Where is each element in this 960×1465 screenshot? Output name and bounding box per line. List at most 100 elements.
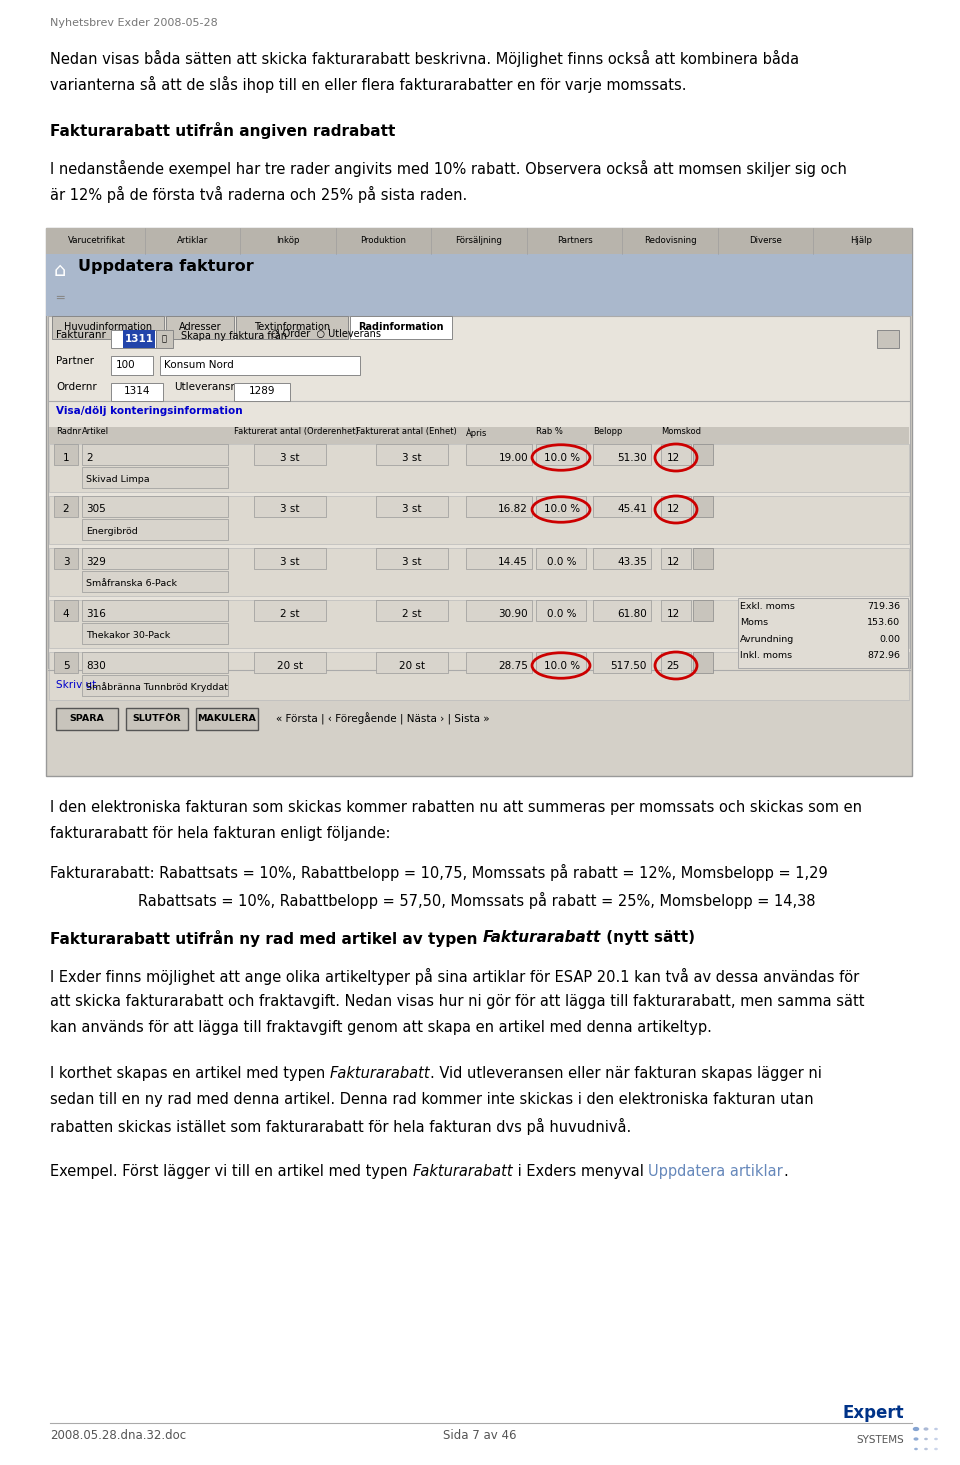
Text: 719.36: 719.36 [867, 602, 900, 611]
Text: 3: 3 [62, 557, 69, 567]
Text: 5: 5 [62, 661, 69, 671]
Text: 10.0 %: 10.0 % [544, 504, 580, 514]
FancyBboxPatch shape [166, 315, 234, 338]
FancyBboxPatch shape [466, 444, 532, 464]
Text: Fakturarabatt utifrån angiven radrabatt: Fakturarabatt utifrån angiven radrabatt [50, 122, 396, 139]
Text: 30.90: 30.90 [498, 608, 528, 618]
FancyBboxPatch shape [693, 497, 713, 517]
Text: Inkl. moms: Inkl. moms [740, 652, 792, 661]
Text: Fakturanr: Fakturanr [56, 330, 106, 340]
FancyBboxPatch shape [536, 652, 586, 672]
Ellipse shape [934, 1437, 938, 1440]
Text: 1314: 1314 [124, 387, 151, 397]
FancyBboxPatch shape [376, 652, 448, 672]
FancyBboxPatch shape [126, 708, 188, 730]
Text: I Exder finns möjlighet att ange olika artikeltyper på sina artiklar för ESAP 20: I Exder finns möjlighet att ange olika a… [50, 968, 859, 984]
Text: ○ Order  ○ Utleverans: ○ Order ○ Utleverans [271, 330, 381, 340]
FancyBboxPatch shape [49, 444, 909, 492]
Text: 20 st: 20 st [277, 661, 303, 671]
FancyBboxPatch shape [82, 497, 228, 517]
FancyBboxPatch shape [49, 548, 909, 596]
Ellipse shape [914, 1447, 918, 1450]
Text: 3 st: 3 st [402, 504, 421, 514]
FancyBboxPatch shape [49, 652, 909, 700]
Text: 3 st: 3 st [280, 504, 300, 514]
Text: Utleveransnr: Utleveransnr [174, 382, 241, 393]
Text: Artiklar: Artiklar [177, 236, 208, 245]
Text: MAKULERA: MAKULERA [198, 715, 256, 724]
FancyBboxPatch shape [376, 548, 448, 568]
FancyBboxPatch shape [693, 548, 713, 568]
Text: 830: 830 [86, 661, 106, 671]
Text: 2: 2 [62, 504, 69, 514]
Text: kan används för att lägga till fraktavgift genom att skapa en artikel med denna : kan används för att lägga till fraktavgi… [50, 1020, 712, 1034]
Text: Skivad Limpa: Skivad Limpa [86, 475, 150, 483]
Text: Fakturerat antal (Orderenhet): Fakturerat antal (Orderenhet) [234, 426, 359, 437]
Text: 2008.05.28.dna.32.doc: 2008.05.28.dna.32.doc [50, 1428, 186, 1442]
FancyBboxPatch shape [536, 601, 586, 621]
FancyBboxPatch shape [466, 652, 532, 672]
FancyBboxPatch shape [661, 601, 691, 621]
Text: Småfranska 6-Pack: Småfranska 6-Pack [86, 579, 177, 587]
Text: Artikel: Artikel [82, 426, 109, 437]
FancyBboxPatch shape [234, 382, 290, 401]
Text: Uppdatera fakturor: Uppdatera fakturor [78, 259, 253, 274]
Text: Inköp: Inköp [276, 236, 300, 245]
Text: 1311: 1311 [125, 334, 154, 344]
FancyBboxPatch shape [254, 548, 326, 568]
Text: ⌂: ⌂ [54, 261, 66, 280]
Text: rabatten skickas istället som fakturarabatt för hela fakturan dvs på huvudnivå.: rabatten skickas istället som fakturarab… [50, 1118, 632, 1135]
Text: 61.80: 61.80 [617, 608, 647, 618]
Text: (nytt sätt): (nytt sätt) [601, 930, 695, 945]
Text: varianterna så att de slås ihop till en eller flera fakturarabatter en för varje: varianterna så att de slås ihop till en … [50, 76, 686, 92]
Text: SLUTFÖR: SLUTFÖR [132, 715, 181, 724]
FancyBboxPatch shape [466, 601, 532, 621]
Text: 43.35: 43.35 [617, 557, 647, 567]
Text: 0.00: 0.00 [879, 634, 900, 645]
Text: Varucetrifikat: Varucetrifikat [68, 236, 126, 245]
Text: Radnr: Radnr [56, 426, 82, 437]
FancyBboxPatch shape [82, 548, 228, 568]
Text: Försäljning: Försäljning [456, 236, 502, 245]
Text: Rab %: Rab % [536, 426, 563, 437]
FancyBboxPatch shape [254, 444, 326, 464]
FancyBboxPatch shape [82, 652, 228, 672]
Ellipse shape [913, 1427, 920, 1431]
Text: 305: 305 [86, 504, 106, 514]
FancyBboxPatch shape [111, 330, 163, 349]
FancyBboxPatch shape [466, 548, 532, 568]
FancyBboxPatch shape [54, 652, 78, 672]
FancyBboxPatch shape [54, 601, 78, 621]
Text: Konsum Nord: Konsum Nord [164, 360, 233, 371]
Ellipse shape [934, 1447, 938, 1450]
FancyBboxPatch shape [111, 382, 163, 401]
Text: Partners: Partners [557, 236, 592, 245]
Text: Moms: Moms [740, 618, 768, 627]
Text: Fakturarabatt: Fakturarabatt [412, 1165, 513, 1179]
FancyBboxPatch shape [661, 652, 691, 672]
FancyBboxPatch shape [693, 444, 713, 464]
FancyBboxPatch shape [254, 497, 326, 517]
Text: Uppdatera artiklar: Uppdatera artiklar [648, 1165, 783, 1179]
Text: 2 st: 2 st [280, 608, 300, 618]
FancyBboxPatch shape [466, 497, 532, 517]
Text: Huvudinformation: Huvudinformation [64, 322, 152, 333]
FancyBboxPatch shape [254, 601, 326, 621]
FancyBboxPatch shape [593, 652, 651, 672]
Text: « Första | ‹ Föregående | Nästa › | Sista »: « Första | ‹ Föregående | Nästa › | Sist… [276, 713, 490, 725]
FancyBboxPatch shape [350, 315, 452, 338]
Text: sedan till en ny rad med denna artikel. Denna rad kommer inte skickas i den elek: sedan till en ny rad med denna artikel. … [50, 1091, 814, 1108]
Ellipse shape [934, 1428, 938, 1430]
FancyBboxPatch shape [536, 497, 586, 517]
Text: 19.00: 19.00 [498, 453, 528, 463]
Text: SPARA: SPARA [69, 715, 105, 724]
FancyBboxPatch shape [54, 548, 78, 568]
Text: 0.0 %: 0.0 % [547, 608, 577, 618]
FancyBboxPatch shape [661, 444, 691, 464]
Text: Partner: Partner [56, 356, 94, 366]
FancyBboxPatch shape [82, 601, 228, 621]
Text: 1289: 1289 [249, 387, 276, 397]
Text: 0.0 %: 0.0 % [547, 557, 577, 567]
Text: Exkl. moms: Exkl. moms [740, 602, 795, 611]
Text: 25: 25 [666, 661, 680, 671]
